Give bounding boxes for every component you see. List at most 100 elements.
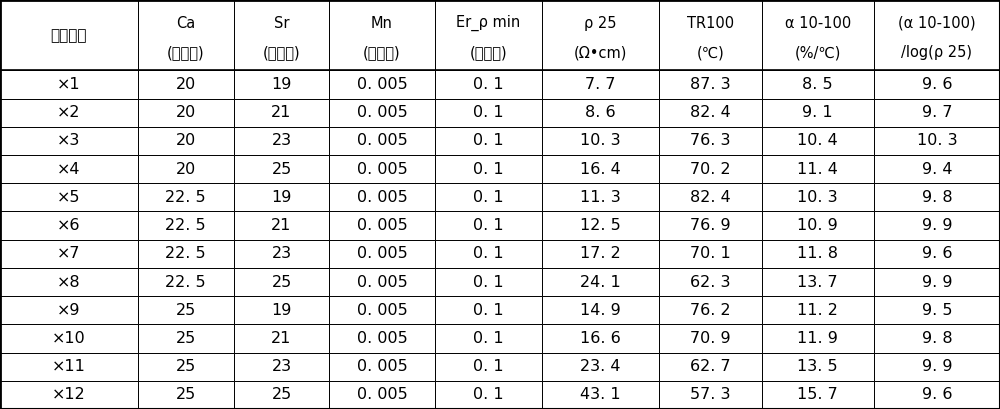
Bar [659,0,762,70]
Text: 82. 4: 82. 4 [690,105,731,120]
Text: (摩尔份): (摩尔份) [167,45,205,60]
Bar [0,296,138,324]
Bar [874,296,1000,324]
Bar [329,99,435,127]
Text: ×9: ×9 [57,303,81,318]
Text: 20: 20 [176,105,196,120]
Text: 16. 6: 16. 6 [580,331,621,346]
Bar [234,268,329,296]
Text: 0. 1: 0. 1 [473,77,504,92]
Bar [435,268,542,296]
Bar [762,0,874,70]
Bar [435,70,542,99]
Text: ×11: ×11 [52,359,86,374]
Bar [874,0,1000,70]
Bar [762,240,874,268]
Text: 17. 2: 17. 2 [580,246,621,261]
Text: 11. 8: 11. 8 [797,246,838,261]
Bar [329,127,435,155]
Text: 21: 21 [271,105,292,120]
Bar [435,0,542,70]
Bar [234,99,329,127]
Text: 8. 6: 8. 6 [585,105,616,120]
Text: 9. 9: 9. 9 [922,274,952,290]
Bar [762,155,874,183]
Bar [874,381,1000,409]
Text: 23: 23 [271,246,292,261]
Bar [874,268,1000,296]
Bar [762,324,874,353]
Bar [234,155,329,183]
Bar [435,211,542,240]
Bar [542,353,659,381]
Text: 76. 2: 76. 2 [690,303,731,318]
Text: 0. 1: 0. 1 [473,387,504,402]
Text: 8. 5: 8. 5 [802,77,833,92]
Text: (α 10-100): (α 10-100) [898,16,976,31]
Text: ×8: ×8 [57,274,81,290]
Bar [138,381,234,409]
Text: 25: 25 [176,359,196,374]
Text: 9. 8: 9. 8 [922,190,952,205]
Text: ×7: ×7 [57,246,81,261]
Text: (摩尔份): (摩尔份) [363,45,401,60]
Bar [659,127,762,155]
Text: 22. 5: 22. 5 [165,190,206,205]
Text: (℃): (℃) [696,45,724,60]
Bar [542,296,659,324]
Text: (%/℃): (%/℃) [795,45,841,60]
Text: 11. 9: 11. 9 [797,331,838,346]
Text: 25: 25 [176,303,196,318]
Bar [762,353,874,381]
Bar [138,240,234,268]
Text: 14. 9: 14. 9 [580,303,621,318]
Bar [542,183,659,211]
Text: 25: 25 [271,274,292,290]
Bar [542,268,659,296]
Bar [329,381,435,409]
Bar [0,183,138,211]
Text: 0. 005: 0. 005 [357,133,407,148]
Text: 57. 3: 57. 3 [690,387,731,402]
Bar [659,353,762,381]
Bar [542,99,659,127]
Bar [234,127,329,155]
Text: 0. 005: 0. 005 [357,105,407,120]
Text: 13. 5: 13. 5 [797,359,838,374]
Bar [659,183,762,211]
Text: 7. 7: 7. 7 [585,77,616,92]
Bar [435,381,542,409]
Bar [329,324,435,353]
Bar [234,70,329,99]
Text: 试样编号: 试样编号 [51,28,87,43]
Text: 11. 3: 11. 3 [580,190,621,205]
Text: 10. 4: 10. 4 [797,133,838,148]
Text: Mn: Mn [371,16,393,31]
Bar [0,268,138,296]
Bar [329,268,435,296]
Text: 9. 6: 9. 6 [922,387,952,402]
Bar [138,268,234,296]
Text: ρ 25: ρ 25 [584,16,617,31]
Text: 0. 1: 0. 1 [473,218,504,233]
Text: 11. 4: 11. 4 [797,162,838,177]
Text: 0. 005: 0. 005 [357,359,407,374]
Text: 70. 1: 70. 1 [690,246,731,261]
Text: 10. 3: 10. 3 [580,133,621,148]
Text: 9. 4: 9. 4 [922,162,952,177]
Text: (Ω•cm): (Ω•cm) [574,45,627,60]
Text: 0. 005: 0. 005 [357,162,407,177]
Text: 21: 21 [271,331,292,346]
Bar [874,70,1000,99]
Bar [234,183,329,211]
Text: 0. 005: 0. 005 [357,246,407,261]
Text: ×12: ×12 [52,387,86,402]
Text: 23: 23 [271,359,292,374]
Text: (摩尔份): (摩尔份) [263,45,300,60]
Bar [329,296,435,324]
Text: 43. 1: 43. 1 [580,387,621,402]
Bar [659,240,762,268]
Bar [435,296,542,324]
Bar [762,268,874,296]
Bar [234,0,329,70]
